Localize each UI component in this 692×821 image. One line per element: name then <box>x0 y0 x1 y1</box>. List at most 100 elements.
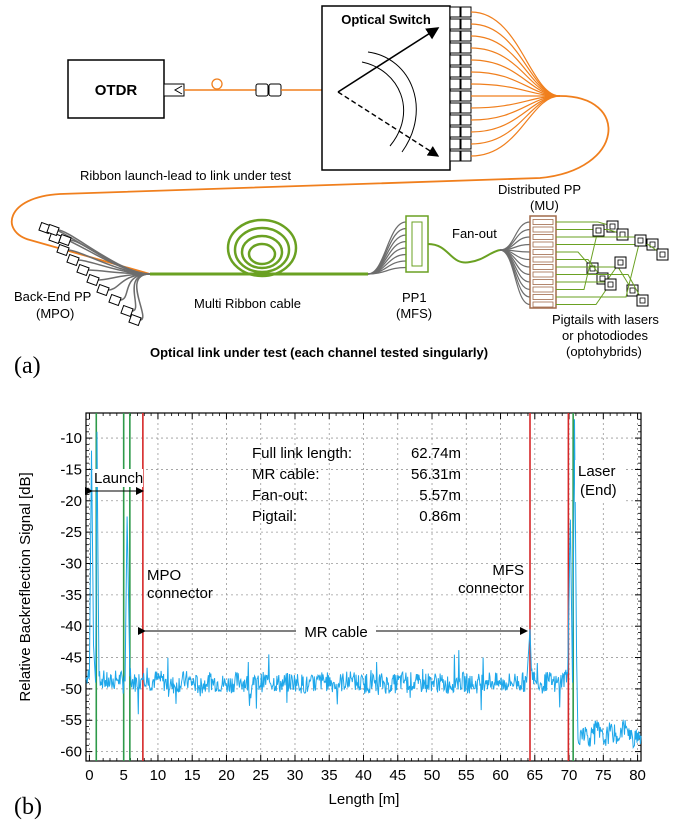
switch-fiber <box>470 11 561 97</box>
otdr-box <box>67 59 165 119</box>
optohybrid-inner <box>599 275 606 282</box>
optohybrid-inner <box>617 259 624 266</box>
y-axis-label: Relative Backreflection Signal [dB] <box>17 472 34 701</box>
mu-connector <box>532 271 554 278</box>
y-tick-label: -20 <box>60 493 82 510</box>
x-tick-label: 20 <box>218 767 235 784</box>
distributed-fiber <box>499 221 531 251</box>
switch-arrow-solid <box>337 27 440 93</box>
mu-connector <box>532 286 554 293</box>
switch-port <box>449 90 461 102</box>
fanout-label: Fan-out <box>452 226 497 241</box>
x-tick-label: 5 <box>120 767 128 784</box>
backend-label-line2: (MPO) <box>36 306 74 321</box>
distributed-label-line2: (MU) <box>530 198 559 213</box>
distributed-fiber <box>499 243 531 251</box>
panel-a-caption: Optical link under test (each channel te… <box>150 345 488 360</box>
mfs-label-line1: MFS <box>492 562 524 579</box>
mu-connector <box>532 234 554 240</box>
switch-port-mate <box>460 114 472 126</box>
otdr-label: OTDR <box>95 82 138 99</box>
switch-port-mate <box>460 138 472 150</box>
ribbon-launch-lead <box>10 95 610 275</box>
x-tick-label: 35 <box>321 767 338 784</box>
x-tick-label: 40 <box>355 767 372 784</box>
backend-fiber <box>57 229 151 275</box>
pigtail-fiber <box>556 259 603 279</box>
plot-grid <box>86 413 641 761</box>
switch-fiber <box>470 95 561 157</box>
x-tick-label: 10 <box>150 767 167 784</box>
mu-connector <box>532 241 554 248</box>
mu-connector <box>532 294 554 300</box>
backend-fiber <box>107 273 151 291</box>
y-tick-label: -25 <box>60 524 82 541</box>
panel-b-label: (b) <box>14 794 42 820</box>
mr-cable-label: MR cable <box>304 624 367 641</box>
x-tick-label: 55 <box>458 767 475 784</box>
inline-connector-left <box>255 83 269 97</box>
switch-port <box>449 42 461 54</box>
otdr-trace-line <box>85 419 642 750</box>
optohybrid-inner <box>607 281 614 288</box>
optohybrid-inner <box>609 223 616 230</box>
backend-pp-fan <box>38 221 151 327</box>
switch-port <box>449 78 461 90</box>
optohybrid-inner <box>659 251 666 258</box>
x-tick-label: 50 <box>424 767 441 784</box>
panel-a-label: (a) <box>14 353 41 379</box>
switch-port-mate <box>460 102 472 114</box>
otdr-port-arrow-icon <box>173 85 183 95</box>
stat-name-mr-cable: MR cable: <box>252 466 320 483</box>
switch-port <box>449 6 461 18</box>
switch-fiber <box>470 23 561 97</box>
distributed-label-line1: Distributed PP <box>498 182 581 197</box>
y-tick-label: -15 <box>60 461 82 478</box>
pp1-fiber <box>367 266 407 275</box>
switch-arrow-dashed <box>337 91 440 157</box>
mu-connector <box>532 264 554 270</box>
x-tick-label: 0 <box>85 767 93 784</box>
distributed-fiber <box>499 249 531 306</box>
y-tick-labels: -10 -15 -20 -25 -30 -35 -40 -45 -50 -55 -60 <box>60 430 82 761</box>
switch-port <box>449 150 461 162</box>
y-tick-label: -60 <box>60 744 82 761</box>
mu-connector <box>532 301 554 308</box>
panel-b-chart: 0 5 10 15 20 25 30 35 40 45 50 55 60 65 70 75 80 -10-15-… <box>14 412 646 820</box>
switch-arc-inner <box>361 61 405 147</box>
switch-output-fibers <box>470 11 561 157</box>
mr-cable-label-bg <box>296 620 376 640</box>
x-tick-label: 60 <box>492 767 509 784</box>
distributed-pp-fan <box>499 221 531 306</box>
switch-arc-outer <box>367 51 417 153</box>
ribbon-launch-label: Ribbon launch-lead to link under test <box>80 168 291 183</box>
mfs-label-line2: connector <box>458 580 524 597</box>
pigtails-label-line2: or photodiodes <box>562 328 649 343</box>
x-tick-label: 70 <box>561 767 578 784</box>
pigtail-fiber <box>556 283 611 305</box>
stat-value-pigtail: 0.86m <box>419 508 461 525</box>
optical-switch-label: Optical Switch <box>341 12 431 27</box>
backend-connector <box>56 243 70 257</box>
stat-value-full-link: 62.74m <box>411 445 461 462</box>
switch-port-mate <box>460 18 472 30</box>
optohybrid-inner <box>629 287 636 294</box>
switch-port <box>449 30 461 42</box>
optohybrid-inner <box>595 227 602 234</box>
switch-port <box>449 54 461 66</box>
switch-port-mate <box>460 150 472 162</box>
pigtail-fiber <box>556 239 641 298</box>
optical-switch-box <box>321 5 451 171</box>
y-tick-label: -10 <box>60 430 82 447</box>
cable-label: Multi Ribbon cable <box>194 296 301 311</box>
cable-coil <box>226 218 298 278</box>
y-tick-label: -50 <box>60 681 82 698</box>
pp1-fan <box>367 221 407 275</box>
backend-connector <box>58 233 72 247</box>
y-tick-label: -30 <box>60 555 82 572</box>
backend-connector <box>86 273 100 287</box>
x-tick-label: 30 <box>287 767 304 784</box>
pigtails-label-line1: Pigtails with lasers <box>552 312 659 327</box>
stat-name-fan-out: Fan-out: <box>252 487 308 504</box>
